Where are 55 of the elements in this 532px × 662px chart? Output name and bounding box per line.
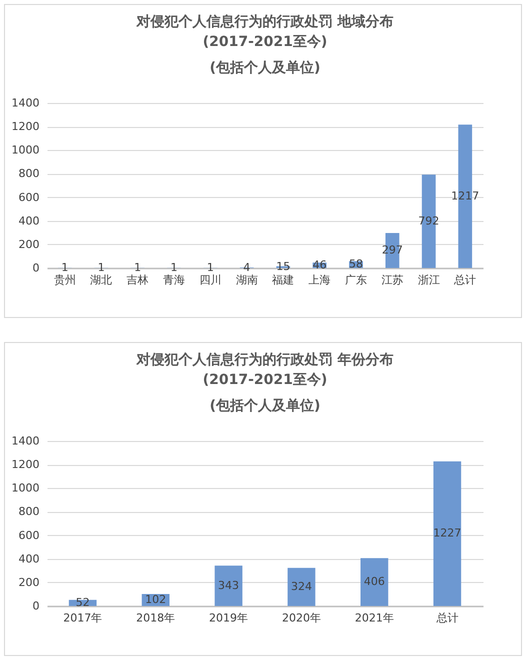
y-tick-label: 400 bbox=[18, 214, 40, 228]
y-tick-label: 1200 bbox=[12, 120, 40, 134]
y-tick-label: 1200 bbox=[12, 458, 40, 472]
chart-title: 对侵犯个人信息行为的行政处罚 年份分布 bbox=[136, 352, 394, 368]
bar bbox=[288, 568, 316, 606]
y-tick-label: 1400 bbox=[12, 434, 40, 448]
data-label: 1 bbox=[61, 260, 68, 274]
x-tick-label: 2017年 bbox=[63, 612, 102, 624]
y-tick-label: 800 bbox=[18, 167, 40, 180]
data-label: 46 bbox=[312, 258, 327, 272]
x-tick-label: 湖北 bbox=[90, 274, 112, 286]
data-label: 406 bbox=[364, 575, 385, 588]
x-tick-label: 福建 bbox=[272, 274, 294, 286]
data-label: 102 bbox=[145, 592, 166, 606]
y-tick-label: 1000 bbox=[12, 482, 40, 495]
x-tick-label: 贵州 bbox=[54, 274, 76, 286]
x-tick-label: 浙江 bbox=[418, 274, 440, 286]
y-tick-label: 1000 bbox=[12, 144, 40, 157]
x-tick-label: 湖南 bbox=[236, 274, 258, 286]
data-label: 1227 bbox=[433, 526, 462, 540]
data-label: 52 bbox=[76, 596, 90, 609]
x-tick-label: 广东 bbox=[344, 274, 367, 286]
data-label: 1 bbox=[98, 260, 105, 274]
chart-title: 对侵犯个人信息行为的行政处罚 地域分布 bbox=[136, 14, 394, 30]
data-label: 1 bbox=[206, 260, 214, 274]
data-label: 343 bbox=[218, 578, 240, 592]
x-tick-label: 总计 bbox=[435, 612, 458, 624]
x-tick-label: 2018年 bbox=[136, 612, 176, 624]
x-tick-label: 上海 bbox=[308, 274, 331, 286]
data-label: 324 bbox=[290, 580, 312, 593]
bar bbox=[214, 566, 242, 606]
chart-subtitle: (2017-2021至今) (包括个人及单位) bbox=[202, 372, 328, 414]
bar bbox=[360, 558, 388, 606]
x-tick-label: 总计 bbox=[453, 274, 476, 286]
y-tick-label: 800 bbox=[18, 505, 40, 518]
data-label: 58 bbox=[348, 258, 363, 271]
y-tick-label: 0 bbox=[32, 262, 40, 274]
y-tick-label: 200 bbox=[18, 238, 40, 251]
y-tick-label: 200 bbox=[18, 576, 40, 589]
data-label: 1 bbox=[170, 260, 178, 274]
bar bbox=[433, 461, 462, 606]
x-tick-label: 吉林 bbox=[126, 274, 149, 286]
y-tick-label: 600 bbox=[18, 528, 40, 542]
x-tick-label: 青海 bbox=[163, 274, 186, 286]
x-tick-label: 2021年 bbox=[354, 612, 394, 624]
x-tick-label: 2019年 bbox=[209, 612, 248, 624]
y-tick-label: 400 bbox=[18, 552, 40, 566]
data-label: 1 bbox=[134, 260, 142, 274]
y-tick-label: 1400 bbox=[12, 96, 40, 110]
chart-subtitle: (2017-2021至今) (包括个人及单位) bbox=[202, 34, 328, 76]
x-tick-label: 江苏 bbox=[381, 274, 404, 286]
x-tick-label: 四川 bbox=[199, 274, 222, 286]
y-tick-label: 600 bbox=[18, 190, 40, 204]
y-tick-label: 0 bbox=[32, 600, 40, 612]
x-tick-label: 2020年 bbox=[282, 612, 321, 624]
